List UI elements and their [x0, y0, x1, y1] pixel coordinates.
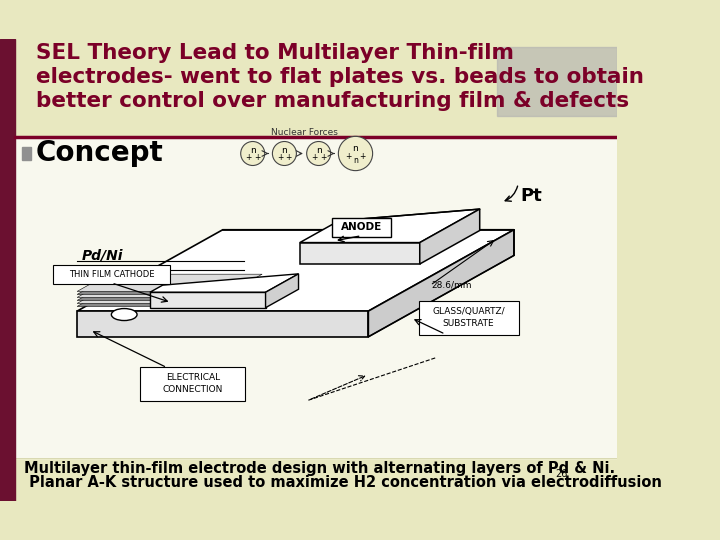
Bar — [15, 137, 617, 458]
Bar — [0, 39, 15, 501]
Text: +: + — [359, 152, 366, 161]
Polygon shape — [420, 209, 480, 264]
Bar — [497, 48, 617, 116]
Text: Planar A-K structure used to maximize H2 concentration via electrodiffusion: Planar A-K structure used to maximize H2… — [24, 475, 662, 490]
Text: n: n — [316, 146, 322, 154]
Text: GLASS/QUARTZ/: GLASS/QUARTZ/ — [432, 307, 505, 316]
Text: 28.6/mm: 28.6/mm — [432, 281, 472, 290]
FancyBboxPatch shape — [53, 265, 171, 284]
Polygon shape — [77, 289, 262, 306]
Text: Pd/Ni: Pd/Ni — [81, 248, 123, 262]
Polygon shape — [77, 286, 262, 303]
Text: n: n — [250, 146, 256, 154]
FancyBboxPatch shape — [140, 367, 245, 401]
Text: n: n — [282, 146, 287, 154]
Text: SEL Theory Lead to Multilayer Thin-film
electrodes- went to flat plates vs. bead: SEL Theory Lead to Multilayer Thin-film … — [36, 43, 644, 111]
Circle shape — [272, 141, 297, 165]
Text: Nuclear Forces: Nuclear Forces — [271, 128, 338, 137]
Polygon shape — [150, 292, 266, 308]
Text: n: n — [353, 144, 359, 153]
Bar — [15, 39, 617, 133]
Text: +: + — [286, 153, 292, 163]
Polygon shape — [300, 242, 420, 264]
Text: +: + — [320, 153, 326, 163]
Bar — [22, 147, 31, 160]
Text: +: + — [277, 153, 283, 163]
Polygon shape — [77, 274, 262, 292]
Text: +: + — [311, 153, 318, 163]
Ellipse shape — [112, 308, 137, 321]
Polygon shape — [266, 274, 299, 308]
Polygon shape — [77, 277, 262, 294]
Polygon shape — [77, 311, 369, 337]
Polygon shape — [369, 230, 514, 337]
Circle shape — [338, 137, 373, 171]
Text: +: + — [253, 153, 260, 163]
Text: Pt: Pt — [521, 187, 543, 205]
Polygon shape — [77, 283, 262, 300]
Text: Multilayer thin-film electrode design with alternating layers of Pd & Ni.: Multilayer thin-film electrode design wi… — [24, 461, 615, 476]
Text: CONNECTION: CONNECTION — [163, 386, 223, 394]
Circle shape — [240, 141, 265, 165]
Text: 26: 26 — [555, 469, 567, 479]
FancyBboxPatch shape — [419, 301, 519, 335]
Text: THIN FILM CATHODE: THIN FILM CATHODE — [68, 270, 154, 279]
Polygon shape — [300, 209, 480, 242]
FancyBboxPatch shape — [331, 218, 392, 237]
Circle shape — [307, 141, 330, 165]
Text: SUBSTRATE: SUBSTRATE — [443, 320, 495, 328]
Polygon shape — [77, 230, 514, 311]
Text: Concept: Concept — [36, 139, 163, 167]
Polygon shape — [150, 274, 299, 292]
Text: ANODE: ANODE — [341, 222, 382, 232]
Text: +: + — [246, 153, 251, 163]
Text: n: n — [353, 156, 358, 165]
Text: +: + — [346, 152, 352, 161]
Polygon shape — [77, 280, 262, 298]
Text: ELECTRICAL: ELECTRICAL — [166, 374, 220, 382]
